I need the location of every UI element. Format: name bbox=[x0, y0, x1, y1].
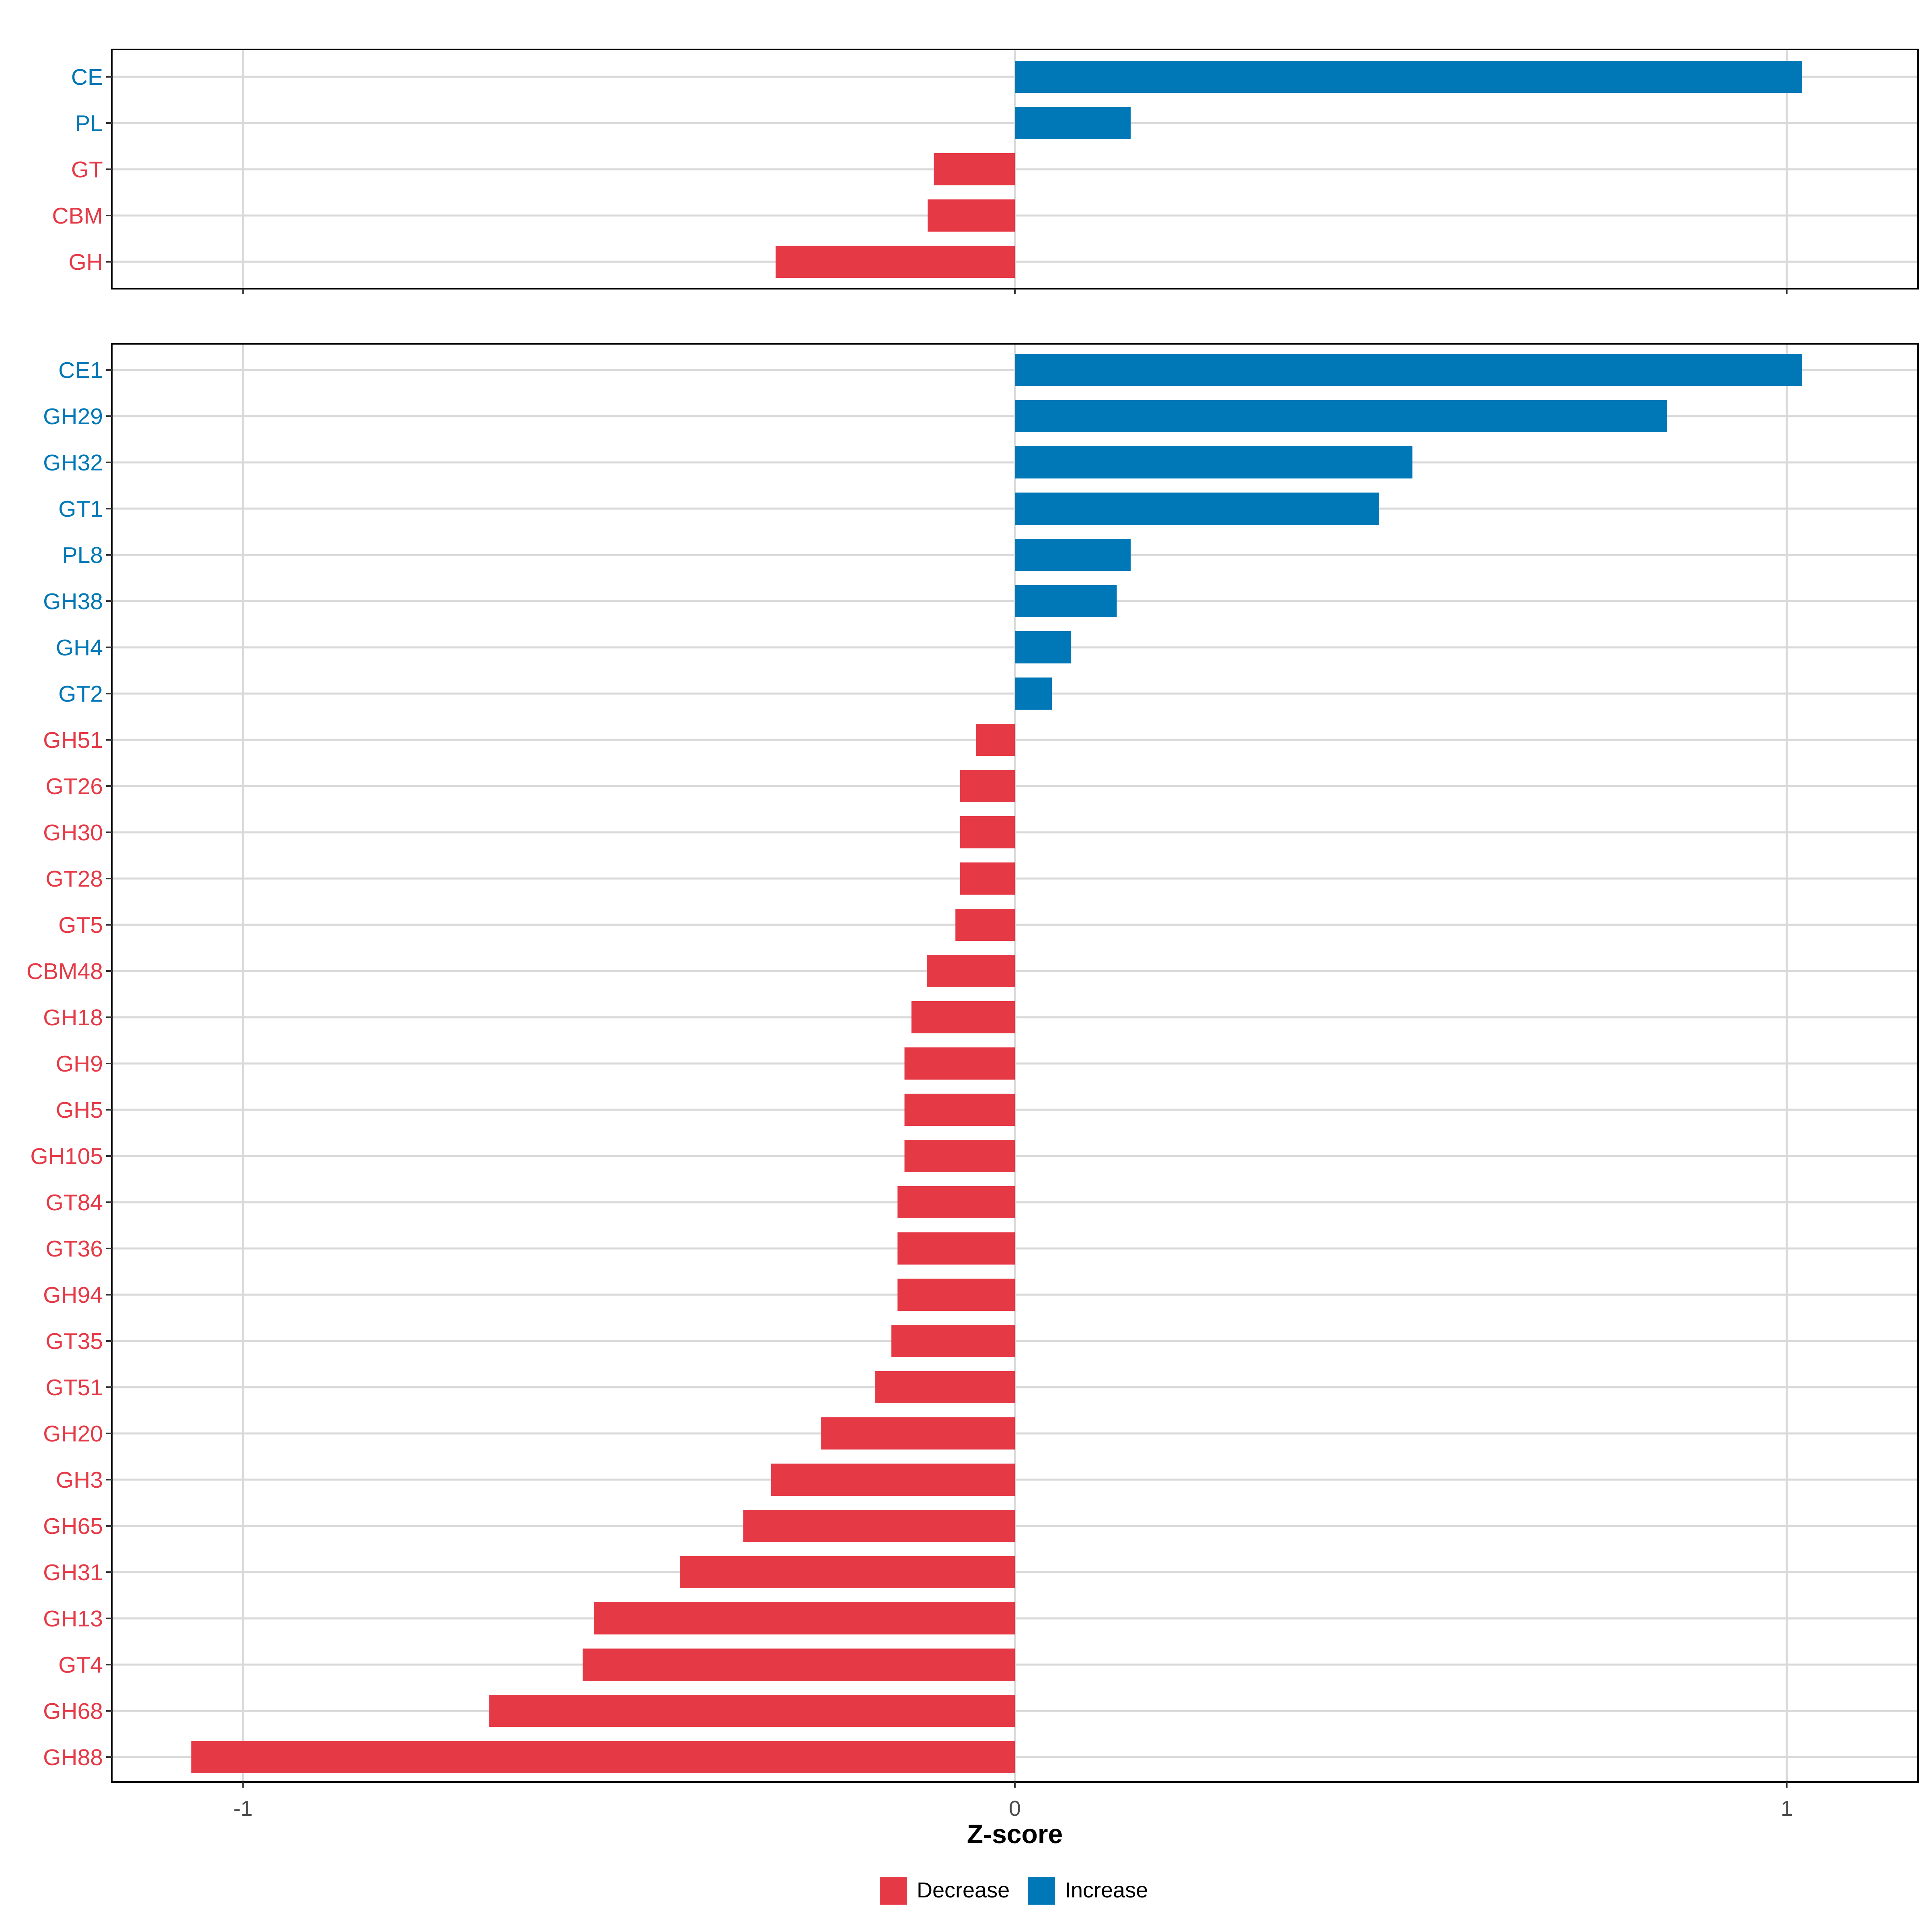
bar-gt35 bbox=[891, 1325, 1015, 1357]
x-axis-title: Z-score bbox=[967, 1819, 1063, 1849]
bar-gh20 bbox=[821, 1417, 1015, 1450]
bar-gh38 bbox=[1015, 585, 1117, 617]
y-tick-label-gh32: GH32 bbox=[43, 450, 103, 476]
bottom-panel: CE1GH29GH32GT1PL8GH38GH4GT2GH51GT26GH30G… bbox=[27, 343, 1919, 1821]
y-tick-label-gh18: GH18 bbox=[43, 1005, 103, 1031]
y-tick-label-gh65: GH65 bbox=[43, 1513, 103, 1539]
x-tick-label: -1 bbox=[233, 1796, 253, 1821]
y-tick-label-gh4: GH4 bbox=[56, 635, 103, 661]
y-tick-label-gh3: GH3 bbox=[56, 1467, 103, 1493]
legend-label-decrease: Decrease bbox=[917, 1878, 1010, 1902]
y-tick-label-gt5: GT5 bbox=[58, 912, 103, 938]
bar-gh88 bbox=[191, 1741, 1015, 1773]
bar-gt5 bbox=[955, 909, 1015, 941]
bar-gh94 bbox=[897, 1279, 1015, 1311]
y-tick-label-gt84: GT84 bbox=[45, 1190, 103, 1215]
bar-pl8 bbox=[1015, 539, 1131, 571]
y-tick-label-gt1: GT1 bbox=[58, 496, 103, 522]
y-tick-label-gt36: GT36 bbox=[45, 1236, 103, 1262]
y-tick-label-gh5: GH5 bbox=[56, 1097, 103, 1123]
bar-gt4 bbox=[582, 1649, 1015, 1681]
x-tick-label: 0 bbox=[1009, 1796, 1021, 1821]
y-tick-label-pl8: PL8 bbox=[62, 542, 103, 568]
y-tick-label-gh31: GH31 bbox=[43, 1560, 103, 1585]
bar-gh31 bbox=[680, 1556, 1015, 1588]
y-tick-label-gh9: GH9 bbox=[56, 1051, 103, 1077]
y-tick-label-gh94: GH94 bbox=[43, 1282, 103, 1308]
bar-gt84 bbox=[897, 1186, 1015, 1218]
y-tick-label-cbm: CBM bbox=[52, 203, 103, 229]
bar-gt36 bbox=[897, 1232, 1015, 1265]
x-tick-label: 1 bbox=[1781, 1796, 1793, 1821]
bar-gh68 bbox=[489, 1695, 1015, 1727]
bar-gh3 bbox=[771, 1464, 1015, 1496]
y-tick-label-gt2: GT2 bbox=[58, 681, 103, 707]
y-tick-label-gh29: GH29 bbox=[43, 404, 103, 429]
bar-gh105 bbox=[904, 1140, 1015, 1172]
y-tick-label-gt26: GT26 bbox=[45, 774, 103, 799]
top-panel: CE PL GT CBM GH bbox=[52, 49, 1919, 294]
y-tick-label-gh88: GH88 bbox=[43, 1745, 103, 1770]
bar-gt2 bbox=[1015, 678, 1052, 710]
bar-gt26 bbox=[960, 770, 1015, 802]
bar-gh30 bbox=[960, 816, 1015, 848]
bar-gh32 bbox=[1015, 446, 1413, 478]
y-tick-label-gt: GT bbox=[71, 157, 103, 183]
y-tick-label-gh38: GH38 bbox=[43, 589, 103, 614]
bar-gt51 bbox=[875, 1371, 1015, 1403]
legend-swatch-increase bbox=[1028, 1877, 1055, 1905]
y-tick-label-gh: GH bbox=[69, 249, 103, 275]
bar-gt bbox=[934, 153, 1015, 185]
y-tick-label-gt28: GT28 bbox=[45, 866, 103, 892]
legend-swatch-decrease bbox=[880, 1877, 907, 1905]
legend: Decrease Increase bbox=[880, 1877, 1148, 1905]
bar-gh5 bbox=[904, 1094, 1015, 1126]
y-tick-label-gh20: GH20 bbox=[43, 1421, 103, 1447]
y-tick-label-gt35: GT35 bbox=[45, 1328, 103, 1354]
bar-ce1 bbox=[1015, 354, 1803, 386]
y-tick-label-pl: PL bbox=[75, 111, 103, 136]
y-tick-label-gh13: GH13 bbox=[43, 1606, 103, 1632]
legend-label-increase: Increase bbox=[1065, 1878, 1148, 1902]
bar-gh4 bbox=[1015, 631, 1072, 663]
y-tick-label-ce: CE bbox=[71, 64, 103, 90]
bar-cbm48 bbox=[927, 955, 1015, 987]
bar-gh13 bbox=[594, 1602, 1015, 1634]
y-tick-label-gh30: GH30 bbox=[43, 820, 103, 846]
bar-pl bbox=[1015, 107, 1131, 139]
bar-gh18 bbox=[911, 1001, 1015, 1033]
bar-gh51 bbox=[976, 724, 1015, 756]
y-tick-label-cbm48: CBM48 bbox=[27, 959, 103, 984]
bar-cbm bbox=[928, 199, 1015, 232]
bar-gh9 bbox=[904, 1047, 1015, 1080]
bar-ce bbox=[1015, 61, 1803, 93]
bar-gt1 bbox=[1015, 493, 1380, 525]
bar-gt28 bbox=[960, 862, 1015, 895]
y-tick-label-gh68: GH68 bbox=[43, 1698, 103, 1724]
y-tick-label-gh105: GH105 bbox=[30, 1144, 103, 1169]
y-tick-label-gh51: GH51 bbox=[43, 727, 103, 753]
bar-gh bbox=[775, 246, 1015, 278]
bar-gh65 bbox=[743, 1510, 1015, 1542]
bar-gh29 bbox=[1015, 400, 1667, 432]
y-tick-label-ce1: CE1 bbox=[58, 357, 103, 383]
y-tick-label-gt51: GT51 bbox=[45, 1375, 103, 1400]
y-tick-label-gt4: GT4 bbox=[58, 1652, 103, 1678]
